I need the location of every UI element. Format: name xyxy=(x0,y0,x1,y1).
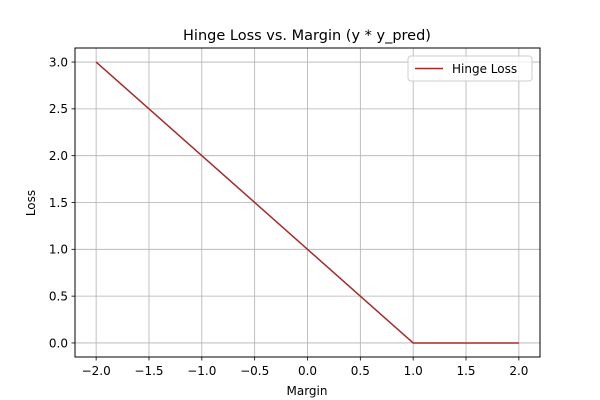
x-axis-label: Margin xyxy=(287,384,328,398)
ticks: −2.0 −1.5 −1.0 −0.5 0.0 0.5 1.0 1.5 2.0 0.0 0.5 1.0… xyxy=(49,55,529,378)
y-tick-label: 2.5 xyxy=(49,102,68,116)
x-tick-label: 1.5 xyxy=(456,364,475,378)
series-layer xyxy=(95,61,519,344)
chart-title: Hinge Loss vs. Margin (y * y_pred) xyxy=(183,28,431,44)
y-tick-label: 1.5 xyxy=(49,196,68,210)
x-tick-label: −1.0 xyxy=(187,364,216,378)
x-tick-label: 0.5 xyxy=(351,364,370,378)
legend-box xyxy=(407,55,533,82)
hinge-loss-line xyxy=(95,61,519,344)
x-tick-label: 0.0 xyxy=(298,364,317,378)
y-tick-label: 2.0 xyxy=(49,149,68,163)
y-tick-label: 3.0 xyxy=(49,55,68,69)
x-tick-label: −2.0 xyxy=(82,364,111,378)
y-tick-label: 1.0 xyxy=(49,243,68,257)
x-tick-label: −1.5 xyxy=(134,364,163,378)
y-axis-label: Loss xyxy=(24,190,38,216)
x-tick-label: 1.0 xyxy=(404,364,423,378)
y-tick-label: 0.5 xyxy=(49,289,68,303)
legend: Hinge Loss xyxy=(407,55,533,82)
legend-label: Hinge Loss xyxy=(452,62,517,76)
x-tick-label: −0.5 xyxy=(240,364,269,378)
y-tick-label: 0.0 xyxy=(49,336,68,350)
x-tick-label: 2.0 xyxy=(509,364,528,378)
